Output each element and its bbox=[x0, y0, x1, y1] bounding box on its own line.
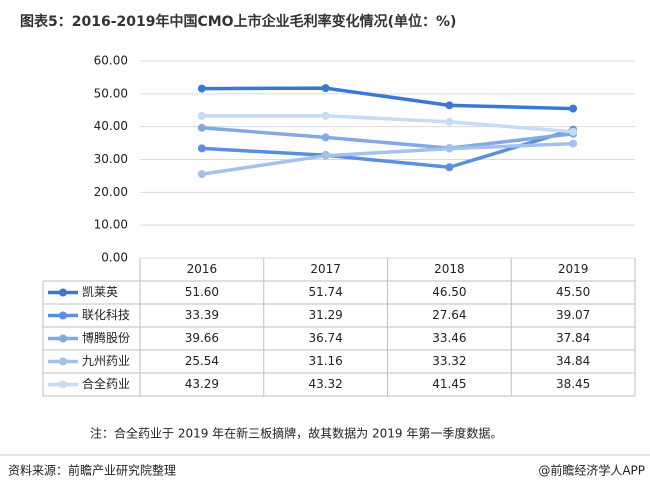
legend-swatch bbox=[59, 311, 67, 320]
y-tick-label: 60.00 bbox=[94, 54, 128, 68]
series-line bbox=[201, 141, 574, 176]
point bbox=[197, 170, 206, 179]
y-tick-label: 0.00 bbox=[101, 251, 128, 265]
point bbox=[321, 151, 330, 160]
legend-label: 九州药业 bbox=[82, 354, 130, 368]
table-cell: 34.84 bbox=[556, 354, 590, 368]
y-tick-label: 30.00 bbox=[94, 152, 128, 166]
table-cell: 37.84 bbox=[556, 331, 590, 345]
table-cell: 51.60 bbox=[185, 285, 219, 299]
legend-swatch bbox=[59, 334, 67, 343]
y-tick-label: 10.00 bbox=[94, 218, 128, 232]
table-cell: 39.07 bbox=[556, 308, 590, 322]
point bbox=[445, 101, 454, 110]
series-line bbox=[201, 114, 574, 134]
table-cell: 33.46 bbox=[432, 331, 466, 345]
point bbox=[197, 123, 206, 132]
table-cell: 33.32 bbox=[432, 354, 466, 368]
table-cell: 43.32 bbox=[308, 377, 342, 391]
point bbox=[321, 84, 330, 93]
legend-swatch bbox=[59, 380, 67, 389]
legend-label: 凯莱英 bbox=[82, 285, 118, 299]
x-tick-label: 2017 bbox=[310, 262, 341, 276]
legend-label: 合全药业 bbox=[82, 376, 130, 391]
y-tick-label: 20.00 bbox=[94, 185, 128, 199]
point bbox=[569, 127, 578, 136]
table-cell: 41.45 bbox=[432, 377, 466, 391]
table-cell: 33.39 bbox=[185, 308, 219, 322]
y-tick-label: 50.00 bbox=[94, 86, 128, 100]
point bbox=[197, 111, 206, 120]
point bbox=[445, 163, 454, 172]
series-line bbox=[201, 86, 574, 111]
x-tick-label: 2016 bbox=[187, 262, 218, 276]
point bbox=[321, 133, 330, 142]
table-cell: 25.54 bbox=[185, 354, 219, 368]
table-cell: 43.29 bbox=[185, 377, 219, 391]
source: 资料来源：前瞻产业研究院整理 bbox=[8, 463, 176, 478]
legend-label: 联化科技 bbox=[82, 308, 130, 322]
table-cell: 36.74 bbox=[308, 331, 342, 345]
table-cell: 45.50 bbox=[556, 285, 590, 299]
point bbox=[197, 144, 206, 153]
point bbox=[445, 144, 454, 153]
point bbox=[197, 84, 206, 93]
legend-swatch bbox=[59, 357, 67, 366]
table-cell: 38.45 bbox=[556, 377, 590, 391]
table-cell: 51.74 bbox=[308, 285, 342, 299]
chart-title: 图表5：2016-2019年中国CMO上市企业毛利率变化情况(单位：%) bbox=[20, 13, 456, 30]
table-cell: 39.66 bbox=[185, 331, 219, 345]
series-line bbox=[201, 126, 574, 150]
table-cell: 31.16 bbox=[308, 354, 342, 368]
legend-swatch bbox=[59, 288, 67, 297]
x-tick-label: 2019 bbox=[558, 262, 589, 276]
point bbox=[569, 139, 578, 148]
y-tick-label: 40.00 bbox=[94, 119, 128, 133]
point bbox=[445, 117, 454, 126]
series-line bbox=[201, 128, 574, 170]
table-cell: 46.50 bbox=[432, 285, 466, 299]
table-cell: 27.64 bbox=[432, 308, 466, 322]
point bbox=[321, 111, 330, 120]
legend-label: 博腾股份 bbox=[82, 330, 130, 345]
point bbox=[569, 104, 578, 113]
x-tick-label: 2018 bbox=[434, 262, 465, 276]
brand: @前瞻经济学人APP bbox=[538, 463, 645, 478]
note: 注：合全药业于 2019 年在新三板摘牌，故其数据为 2019 年第一季度数据。 bbox=[90, 426, 502, 441]
table-cell: 31.29 bbox=[308, 308, 342, 322]
